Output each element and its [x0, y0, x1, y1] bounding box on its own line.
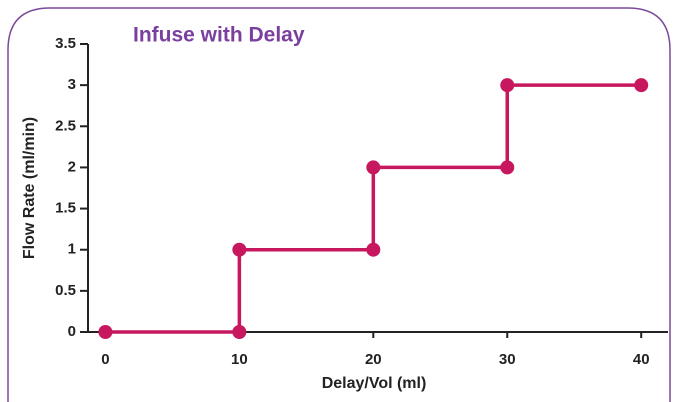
data-point: [500, 78, 515, 93]
y-tick-label: 2: [68, 158, 76, 175]
data-point: [232, 242, 247, 257]
y-tick-label: 0: [68, 323, 76, 340]
y-tick-label: 3: [68, 76, 76, 93]
y-tick-label: 2.5: [55, 117, 76, 134]
x-tick-label: 30: [499, 351, 516, 368]
frame: [7, 7, 671, 402]
y-axis-label: Flow Rate (ml/min): [21, 117, 38, 259]
y-tick-label: 1: [68, 241, 76, 258]
x-tick-label: 20: [365, 351, 382, 368]
data-point: [500, 160, 515, 175]
x-axis-label: Delay/Vol (ml): [322, 375, 427, 392]
y-tick-label: 1.5: [55, 200, 76, 217]
x-tick-label: 40: [633, 351, 650, 368]
chart-title: Infuse with Delay: [133, 24, 305, 47]
data-point: [366, 242, 381, 257]
data-point: [232, 325, 247, 339]
y-tick-label: 3.5: [55, 35, 76, 52]
data-point: [98, 325, 113, 339]
data-point: [634, 78, 649, 93]
y-tick-label: 0.5: [55, 282, 76, 299]
x-tick-label: 10: [231, 351, 248, 368]
series-line: [105, 83, 642, 334]
x-tick-label: 0: [101, 351, 109, 368]
data-point: [366, 160, 381, 175]
